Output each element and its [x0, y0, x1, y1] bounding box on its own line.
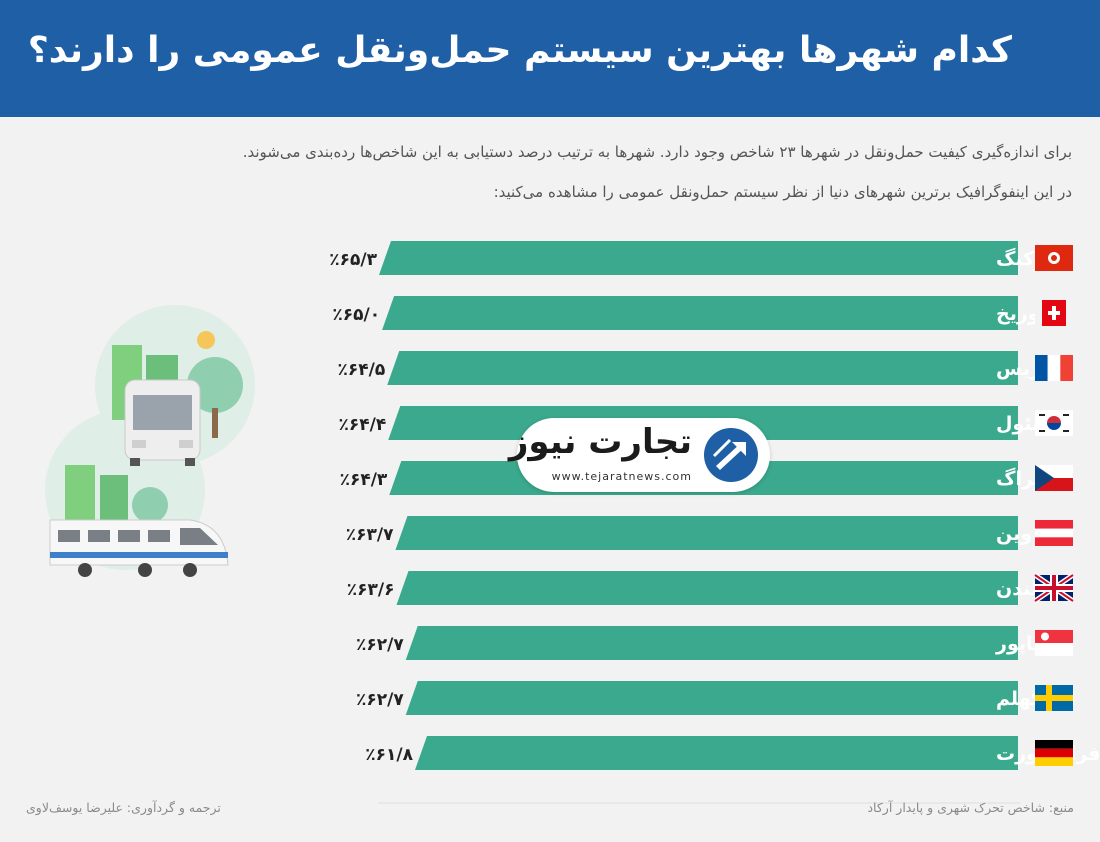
singapore-flag [1035, 630, 1073, 656]
switzerland-flag [1035, 300, 1073, 326]
logo-mark-icon [704, 428, 758, 482]
bar [405, 626, 1018, 660]
bar-row: سنگاپور٪۶۲/۷ [356, 626, 1073, 660]
france-flag [1035, 355, 1073, 381]
bar-row: وین ٪۶۳/۷ [346, 516, 1073, 550]
bar [415, 736, 1018, 770]
bar-row: هنگ‌کنگ٪۶۵/۳ [329, 241, 1075, 275]
page-title: کدام شهرها بهترین سیستم حمل‌ونقل عمومی ر… [27, 30, 1012, 71]
transport-illustration [45, 305, 255, 577]
bar-value-label: ٪۶۱/۸ [365, 745, 413, 765]
credit-note: ترجمه و گردآوری: علیرضا یوسف‌لاوی [26, 800, 221, 815]
bar-value-label: ٪۶۵/۳ [329, 250, 377, 270]
bar-value-label: ٪۶۴/۵ [338, 360, 386, 380]
bar [382, 296, 1019, 330]
bar-row: فرانکفورت٪۶۱/۸ [365, 736, 1100, 770]
bar [379, 241, 1018, 275]
czech-flag [1035, 465, 1073, 491]
bar-row: زوریخ٪۶۵/۰ [332, 296, 1073, 330]
bar-row: استکهلم٪۶۲/۷ [356, 681, 1075, 715]
sweden-flag [1035, 685, 1073, 711]
bar-value-label: ٪۶۳/۶ [347, 580, 395, 600]
bar-category-label: وین [996, 523, 1032, 545]
uk-flag [1033, 572, 1075, 604]
south-korea-flag [1035, 410, 1073, 436]
bar-value-label: ٪۶۳/۷ [346, 525, 394, 545]
bar-row: پاریس٪۶۴/۵ [338, 351, 1073, 385]
header-bar: کدام شهرها بهترین سیستم حمل‌ونقل عمومی ر… [0, 0, 1100, 117]
bar [396, 571, 1018, 605]
logo-url: www.tejaratnews.com [551, 470, 692, 483]
austria-flag [1035, 520, 1073, 546]
bar-category-label: پراگ [996, 467, 1041, 490]
bar-value-label: ٪۶۴/۳ [340, 470, 388, 490]
bar-value-label: ٪۶۲/۷ [356, 635, 404, 655]
bar-value-label: ٪۶۴/۴ [339, 415, 387, 435]
bar-value-label: ٪۶۲/۷ [356, 690, 404, 710]
hong-kong-flag [1035, 245, 1073, 271]
source-note: منبع: شاخص تحرک شهری و پایدار آرکاد [867, 800, 1074, 815]
bar [395, 516, 1018, 550]
subtitle-line-2: در این اینفوگرافیک برترین شهرهای دنیا از… [493, 183, 1072, 201]
logo-name: تجارت نیوز [508, 422, 692, 462]
subtitle-line-1: برای اندازه‌گیری کیفیت حمل‌ونقل در شهرها… [242, 143, 1072, 161]
bar-category-label: لندن [996, 578, 1038, 600]
bar [387, 351, 1018, 385]
bar-row: لندن ٪۶۳/۶ [347, 571, 1075, 605]
germany-flag [1035, 740, 1073, 766]
bar [405, 681, 1018, 715]
bar-value-label: ٪۶۵/۰ [332, 305, 380, 325]
watermark-logo: تجارت نیوز www.tejaratnews.com [509, 418, 770, 492]
